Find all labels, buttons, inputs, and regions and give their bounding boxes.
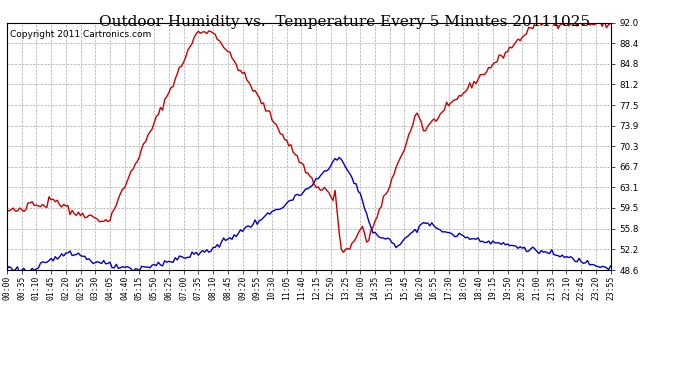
Text: Copyright 2011 Cartronics.com: Copyright 2011 Cartronics.com	[10, 30, 151, 39]
Text: Outdoor Humidity vs.  Temperature Every 5 Minutes 20111025: Outdoor Humidity vs. Temperature Every 5…	[99, 15, 591, 29]
